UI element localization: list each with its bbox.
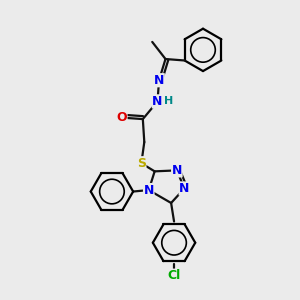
Text: O: O: [116, 111, 127, 124]
Text: N: N: [154, 74, 164, 87]
Text: N: N: [152, 95, 163, 108]
Text: N: N: [172, 164, 182, 177]
Text: N: N: [179, 182, 190, 195]
Text: Cl: Cl: [167, 269, 181, 282]
Text: H: H: [164, 96, 173, 106]
Text: N: N: [144, 184, 154, 196]
Text: S: S: [137, 157, 146, 170]
